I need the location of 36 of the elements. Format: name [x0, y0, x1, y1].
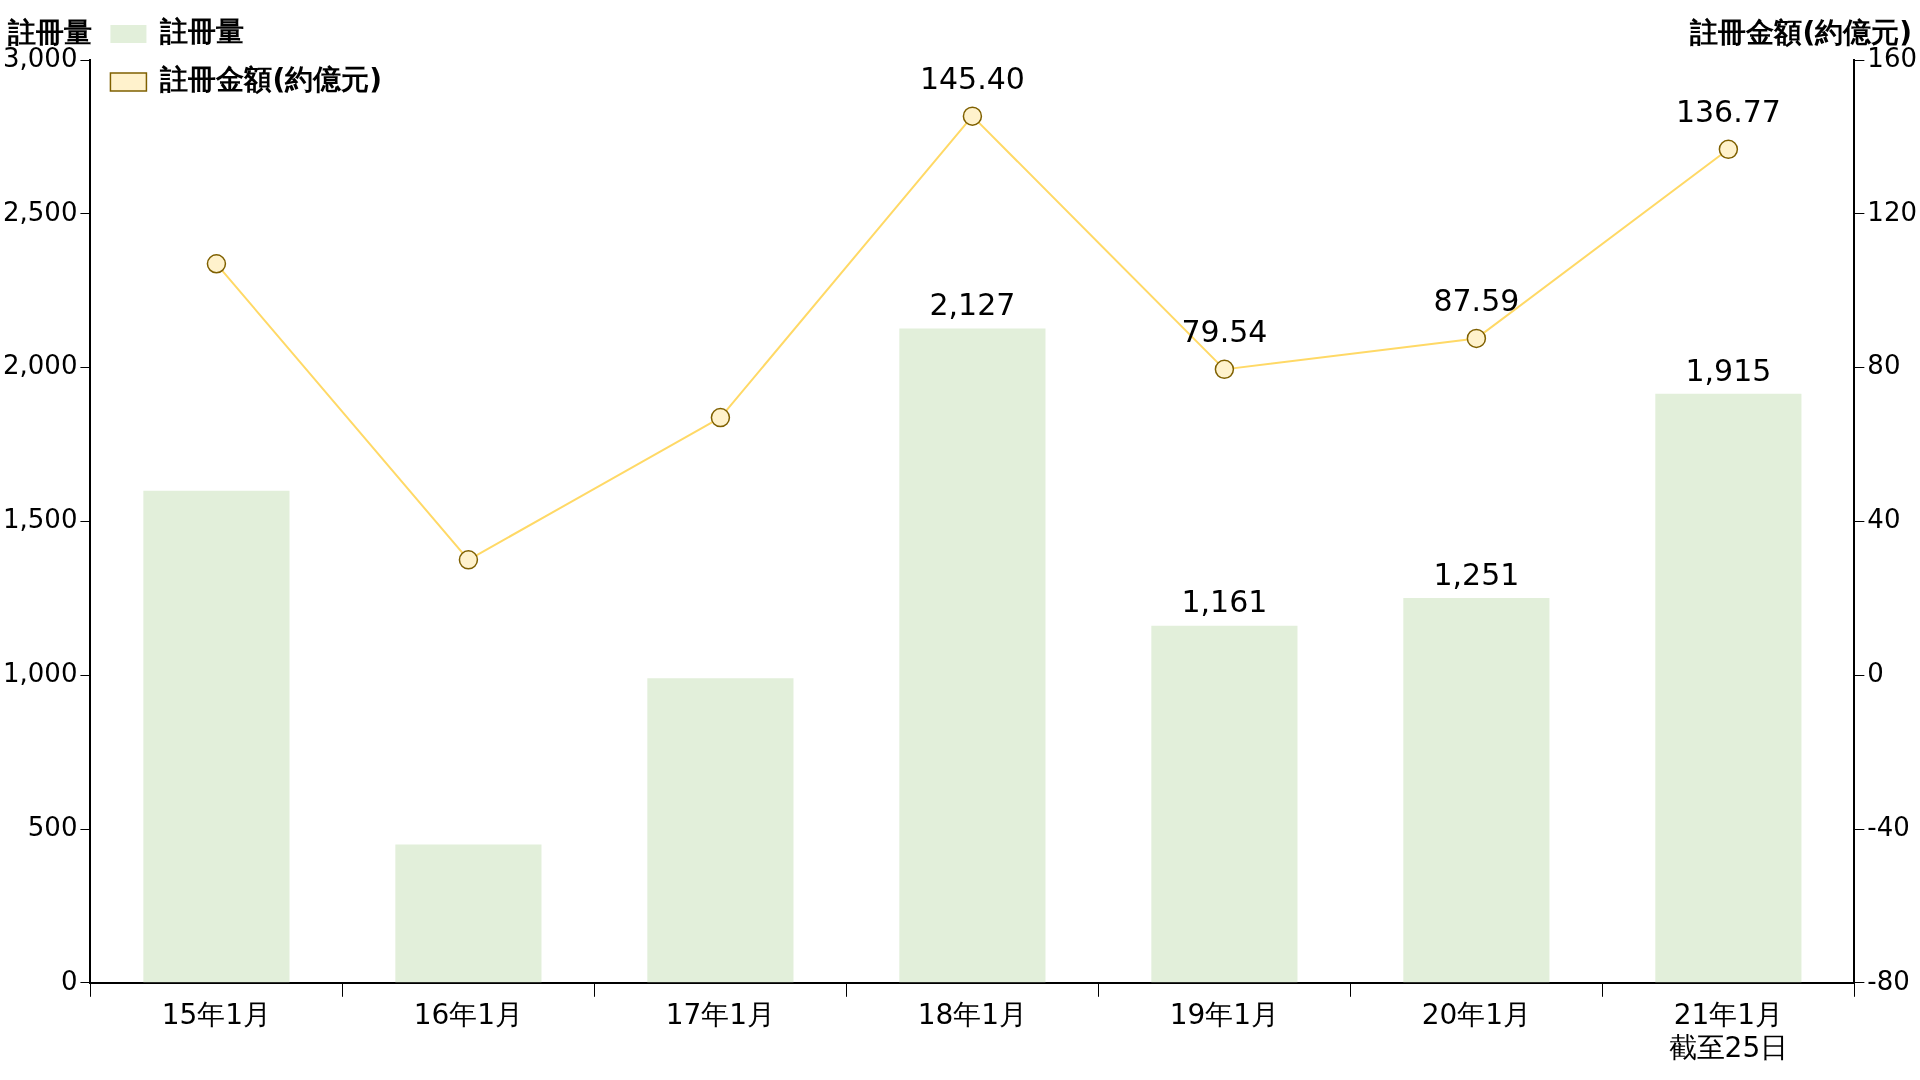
- x-tick-label: 20年1月: [1421, 997, 1532, 1031]
- x-tick-label: 15年1月: [161, 997, 272, 1031]
- data-label: 1,161: [1181, 584, 1268, 620]
- bar: [395, 844, 542, 983]
- data-label: 87.59: [1433, 283, 1520, 319]
- bar: [899, 328, 1046, 983]
- legend-label: 註冊量: [159, 15, 245, 49]
- data-label: 1,915: [1685, 352, 1772, 388]
- y2-tick-label: -80: [1867, 965, 1910, 996]
- data-label: 136.77: [1675, 94, 1781, 130]
- data-label: 2,127: [929, 287, 1016, 323]
- y2-tick-label: 0: [1867, 657, 1884, 688]
- y2-tick-label: 40: [1867, 504, 1901, 535]
- data-label: 1,251: [1433, 556, 1520, 592]
- y-tick-label: 1,500: [3, 504, 78, 535]
- bar: [1655, 393, 1802, 983]
- data-label: 79.54: [1181, 314, 1268, 350]
- y-tick-label: 2,000: [3, 350, 78, 381]
- y2-tick-label: 120: [1867, 196, 1918, 227]
- x-tick-label: 17年1月: [665, 997, 776, 1031]
- y2-tick-label: -40: [1867, 811, 1910, 842]
- y-tick-label: 0: [60, 965, 78, 996]
- bar: [1403, 597, 1550, 983]
- x-tick-label: 18年1月: [917, 997, 1028, 1031]
- y2-tick-label: 80: [1867, 350, 1901, 381]
- y-tick-label: 500: [27, 811, 78, 842]
- x-tick-label: 21年1月截至25日: [1668, 997, 1789, 1065]
- bar: [1151, 625, 1298, 983]
- data-label: 145.40: [919, 60, 1025, 96]
- y-tick-label: 1,000: [3, 657, 78, 688]
- y-tick-label: 2,500: [3, 196, 78, 227]
- bar: [143, 490, 290, 983]
- x-tick-label: 19年1月: [1169, 997, 1280, 1031]
- bar: [647, 678, 794, 983]
- x-tick-label: 16年1月: [413, 997, 524, 1031]
- legend-label: 註冊金額(約億元): [159, 63, 383, 97]
